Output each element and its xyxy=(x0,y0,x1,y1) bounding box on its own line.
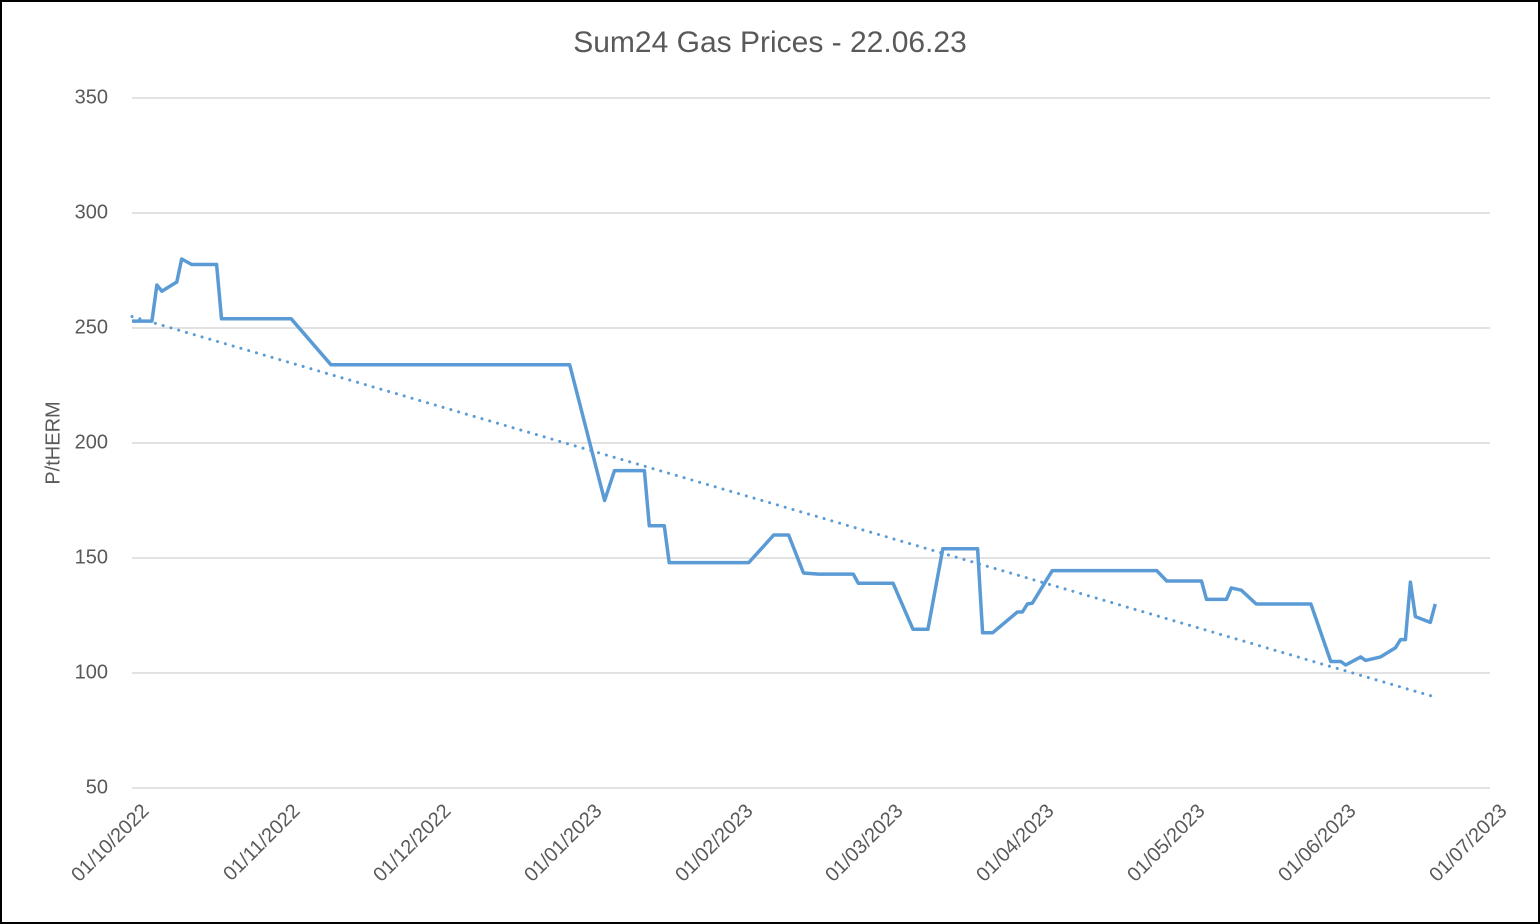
chart-title: Sum24 Gas Prices - 22.06.23 xyxy=(573,26,967,59)
y-tick-label: 150 xyxy=(74,546,108,569)
y-tick-label: 250 xyxy=(74,316,108,339)
y-tick-label: 200 xyxy=(74,431,108,454)
y-tick-label: 300 xyxy=(74,201,108,224)
gridlines xyxy=(132,97,1490,789)
y-tick-label: 50 xyxy=(85,776,108,799)
y-tick-label: 100 xyxy=(74,661,108,684)
price-line xyxy=(132,257,1437,667)
y-tick-label: 350 xyxy=(74,86,108,109)
y-axis-label: P/tHERM xyxy=(42,401,65,485)
trendline xyxy=(130,315,1437,699)
